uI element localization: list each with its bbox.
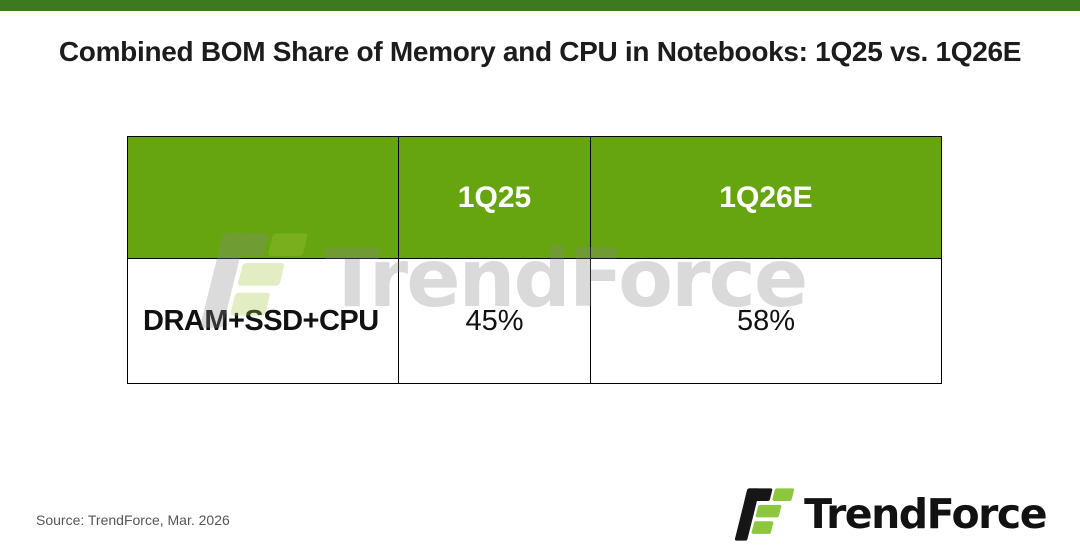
header-cell-1q26e: 1Q26E <box>590 136 942 259</box>
bom-share-table: 1Q25 1Q26E DRAM+SSD+CPU 45% 58% <box>127 136 942 384</box>
top-accent-bar <box>0 0 1080 11</box>
header-cell-empty <box>127 136 399 259</box>
trendforce-logo: TrendForce <box>733 487 1047 542</box>
source-note: Source: TrendForce, Mar. 2026 <box>36 512 230 528</box>
value-1q26e: 58% <box>590 258 942 384</box>
table-header-row: 1Q25 1Q26E <box>127 136 942 259</box>
row-label-dram-ssd-cpu: DRAM+SSD+CPU <box>127 258 399 384</box>
header-cell-1q25: 1Q25 <box>398 136 591 259</box>
table-row: DRAM+SSD+CPU 45% 58% <box>127 258 942 384</box>
value-1q25: 45% <box>398 258 591 384</box>
chart-title: Combined BOM Share of Memory and CPU in … <box>58 36 1022 67</box>
trendforce-logo-icon <box>735 488 795 541</box>
logo-text: TrendForce <box>804 490 1047 538</box>
